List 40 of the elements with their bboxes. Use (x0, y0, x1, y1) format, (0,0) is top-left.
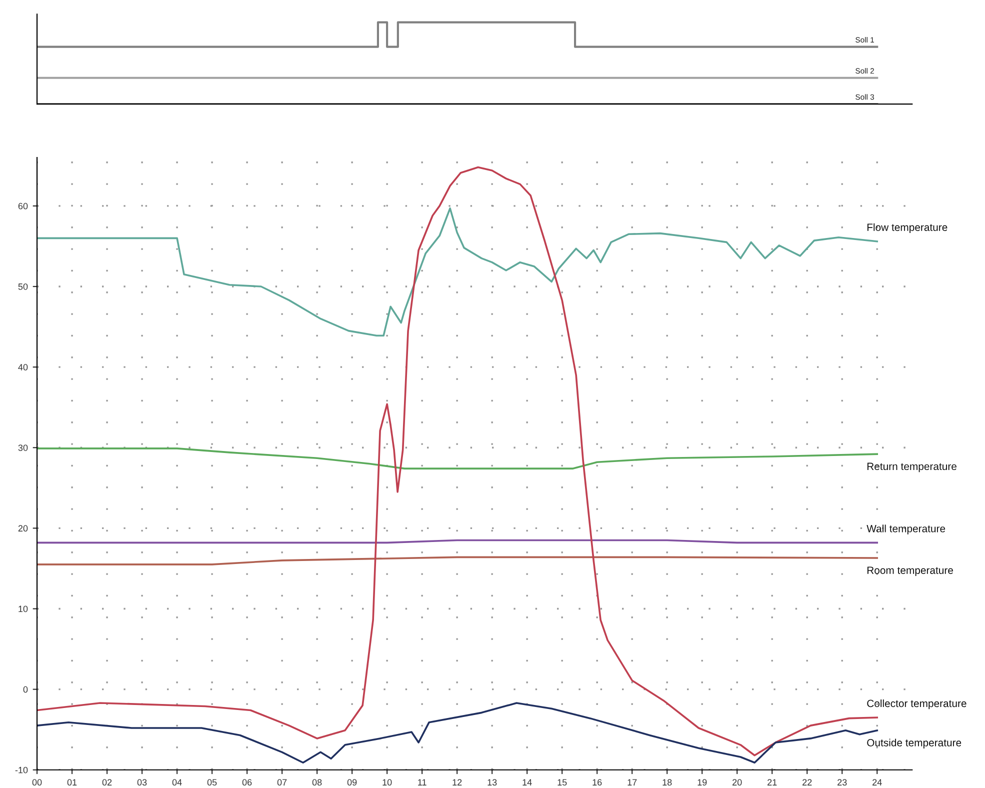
x-tick-label: 24 (872, 779, 882, 786)
x-tick-label: 09 (347, 779, 357, 786)
y-tick-label: 40 (18, 364, 28, 370)
x-tick-label: 07 (277, 779, 287, 786)
y-tick-label: 20 (18, 525, 28, 532)
x-tick-label: 18 (662, 779, 672, 786)
series-label: Flow temperature (867, 223, 948, 234)
x-tick-label: 08 (312, 779, 322, 786)
x-tick-label: 10 (382, 779, 392, 786)
x-tick-label: 14 (522, 779, 532, 786)
x-tick-label: 05 (207, 779, 217, 786)
line-series (37, 556, 878, 566)
series-label: Return temperature (867, 462, 956, 472)
x-tick-label: 16 (592, 779, 602, 786)
x-tick-label: 00 (32, 779, 42, 786)
x-tick-label: 06 (242, 779, 252, 786)
series-label: Room temperature (867, 566, 953, 576)
y-tick-label: 0 (23, 686, 28, 693)
x-tick-label: 13 (488, 779, 497, 786)
x-tick-label: 19 (698, 779, 707, 786)
x-tick-label: 17 (628, 779, 637, 786)
series-label: Wall temperature (866, 524, 946, 534)
x-tick-label: 02 (102, 779, 112, 786)
series-label: Outside temperature (867, 738, 962, 748)
x-tick-label: 21 (768, 779, 777, 786)
x-tick-label: 03 (137, 779, 147, 786)
y-tick-label: 60 (18, 202, 28, 210)
x-tick-label: 04 (172, 779, 182, 786)
y-tick-label: 30 (18, 444, 28, 451)
x-tick-label: 12 (452, 779, 462, 786)
y-tick-label: 50 (18, 283, 28, 290)
x-tick-label: 20 (732, 779, 742, 786)
x-tick-label: 23 (838, 779, 847, 786)
x-tick-label: 11 (418, 779, 426, 786)
y-tick-label: -10 (15, 766, 28, 774)
y-tick-label: 10 (18, 606, 28, 612)
x-tick-label: 22 (802, 779, 812, 786)
series-label: Collector temperature (867, 699, 966, 710)
x-tick-label: 01 (67, 779, 77, 786)
x-tick-label: 15 (558, 779, 567, 786)
